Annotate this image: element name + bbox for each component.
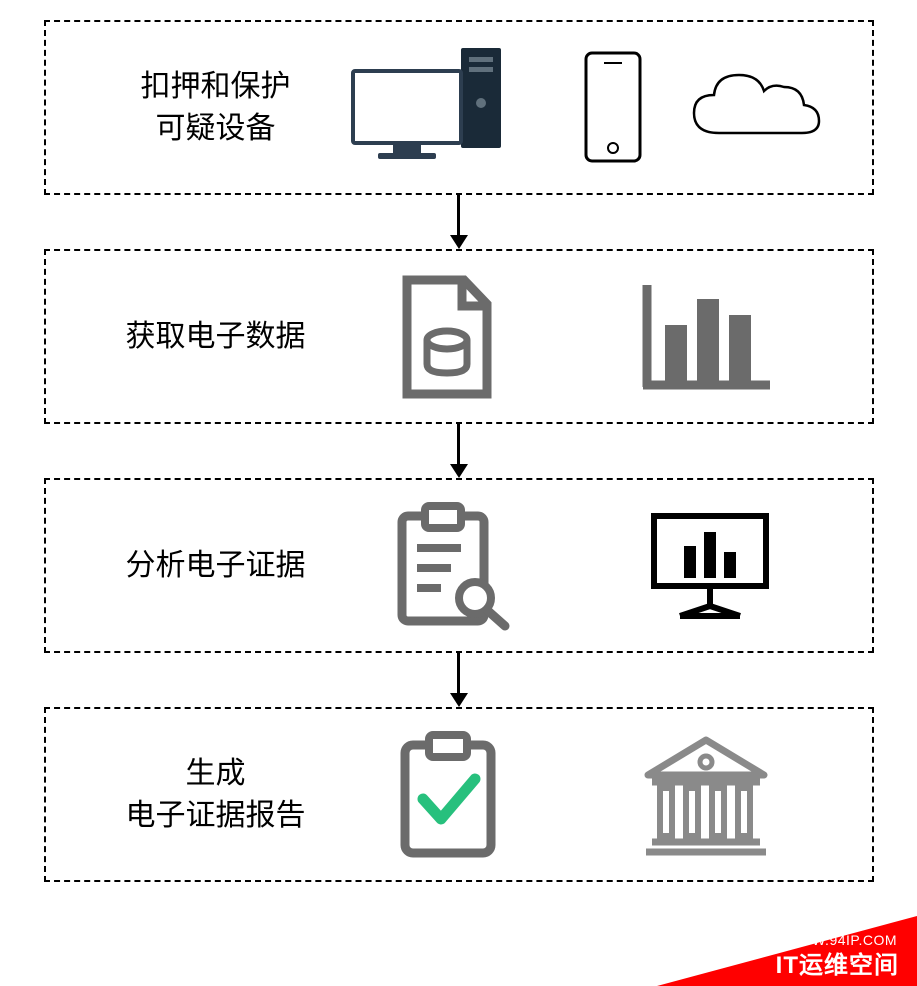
step-label-4: 生成 电子证据报告: [106, 753, 326, 837]
step-icons-3: [326, 480, 842, 651]
institution-icon: [636, 730, 776, 860]
watermark-text: IT运维空间: [776, 945, 899, 980]
step-box-3: 分析电子证据: [44, 478, 874, 653]
step-icons-1: [326, 22, 842, 193]
presentation-chart-icon: [640, 506, 780, 626]
step-box-2: 获取电子数据: [44, 249, 874, 424]
clipboard-search-icon: [387, 498, 517, 633]
cloud-icon: [684, 63, 824, 153]
smartphone-icon: [578, 48, 648, 168]
arrow-3: [450, 653, 468, 707]
step-box-1: 扣押和保护 可疑设备: [44, 20, 874, 195]
database-file-icon: [392, 272, 502, 402]
step-label-2: 获取电子数据: [106, 316, 326, 358]
step-label-3: 分析电子证据: [106, 545, 326, 587]
flowchart-container: 扣押和保护 可疑设备: [0, 0, 917, 882]
step-icons-2: [326, 251, 842, 422]
step-label-1: 扣押和保护 可疑设备: [106, 66, 326, 150]
clipboard-check-icon: [391, 727, 506, 862]
step-box-4: 生成 电子证据报告: [44, 707, 874, 882]
bar-chart-icon: [635, 277, 775, 397]
step-icons-4: [326, 709, 842, 880]
computer-desktop-icon: [343, 43, 543, 173]
arrow-2: [450, 424, 468, 478]
arrow-1: [450, 195, 468, 249]
